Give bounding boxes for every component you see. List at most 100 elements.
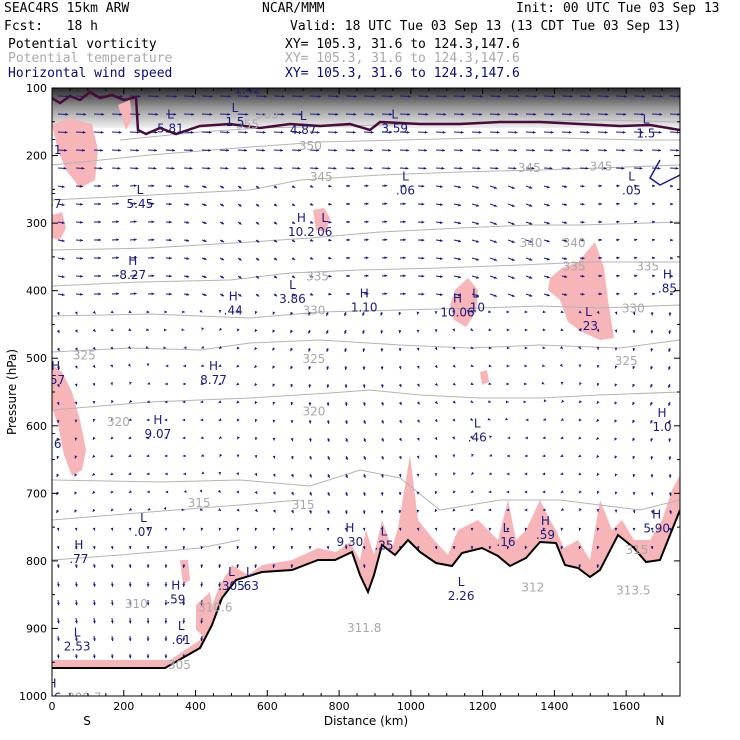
wind-vector xyxy=(56,455,60,460)
wind-vector xyxy=(651,256,656,260)
wind-vector xyxy=(470,471,475,476)
wind-vector xyxy=(416,545,420,550)
pv-extremum-type: L xyxy=(391,108,398,122)
wind-vector xyxy=(272,311,276,315)
wind-vector xyxy=(453,275,462,279)
wind-vector xyxy=(561,166,571,170)
wind-vector xyxy=(182,382,186,386)
wind-vector xyxy=(93,274,102,278)
wind-vector xyxy=(200,563,204,569)
pv-extremum-value: .46 xyxy=(468,430,487,444)
wind-vector xyxy=(308,545,312,550)
wind-vector xyxy=(165,220,172,224)
x-tick-label: 1200 xyxy=(469,700,497,713)
wind-vector xyxy=(579,148,589,152)
wind-vector xyxy=(74,365,78,369)
wind-vector xyxy=(633,112,645,116)
pv-extremum-type: L xyxy=(472,287,479,301)
wind-vector xyxy=(417,256,425,260)
wind-vector xyxy=(651,202,656,206)
pv-extremum-type: L xyxy=(402,170,409,184)
wind-vector xyxy=(579,112,591,116)
pv-extremum: L.25 xyxy=(374,524,393,552)
pv-extremum-value: .59 xyxy=(166,592,185,606)
wind-vector xyxy=(290,365,294,370)
wind-vector xyxy=(651,292,656,296)
wind-vector xyxy=(669,202,674,206)
wind-vector xyxy=(146,436,150,440)
pv-extremum: L.05 xyxy=(622,170,641,198)
wind-vector xyxy=(146,617,150,624)
wind-vector xyxy=(111,292,119,296)
wind-vector xyxy=(507,275,515,279)
wind-vector xyxy=(291,221,296,225)
wind-vector xyxy=(596,490,600,494)
wind-vector xyxy=(56,581,60,587)
wind-vector xyxy=(471,453,474,457)
wind-vector xyxy=(380,473,384,478)
wind-vector xyxy=(632,329,636,334)
wind-vector xyxy=(111,130,122,134)
wind-vector xyxy=(272,437,276,441)
wind-vector xyxy=(417,274,425,278)
wind-vector xyxy=(615,238,620,242)
wind-vector xyxy=(255,112,267,116)
wind-vector xyxy=(291,112,303,116)
wind-vector xyxy=(470,545,474,550)
wind-vector xyxy=(668,437,672,442)
wind-vector xyxy=(254,382,258,387)
wind-vector xyxy=(165,184,172,188)
wind-vector xyxy=(651,130,662,134)
wind-vector xyxy=(488,346,492,350)
wind-vector xyxy=(75,256,83,260)
wind-vector xyxy=(435,130,446,134)
wind-vector xyxy=(471,257,480,261)
wind-vector xyxy=(434,490,438,494)
y-tick-label: 100 xyxy=(26,82,47,95)
wind-vector xyxy=(326,401,330,406)
wind-vector xyxy=(129,220,137,224)
wind-vector xyxy=(399,184,406,188)
wind-vector xyxy=(524,346,528,350)
wind-vector xyxy=(362,491,366,497)
wind-vector xyxy=(596,545,600,550)
wind-vector xyxy=(381,166,391,170)
wind-vector xyxy=(543,185,550,189)
wind-vector xyxy=(146,599,150,606)
wind-vector xyxy=(453,185,462,189)
wind-vector xyxy=(219,293,225,297)
wind-vector xyxy=(488,400,492,403)
pv-extremum: L3.59 xyxy=(381,108,408,136)
wind-vector xyxy=(236,400,240,404)
pv-high-region xyxy=(196,592,214,638)
pv-high-region xyxy=(118,100,132,130)
wind-vector xyxy=(578,545,582,550)
wind-vector xyxy=(92,436,96,440)
pv-extremum-value: 8.77 xyxy=(200,373,227,387)
wind-vector xyxy=(183,202,190,206)
wind-vector xyxy=(56,527,60,531)
wind-vector xyxy=(381,220,388,224)
wind-vector xyxy=(182,563,186,568)
wind-vector xyxy=(579,220,585,224)
pv-extremum-value: 10.2 xyxy=(288,225,315,239)
wind-vector xyxy=(75,292,83,296)
wind-vector xyxy=(110,418,114,422)
wind-vector xyxy=(507,166,517,170)
y-tick-label: 500 xyxy=(26,352,47,365)
pv-extremum: L2.26 xyxy=(448,575,475,603)
wind-vector xyxy=(182,310,185,314)
wind-vector xyxy=(183,112,195,116)
wind-vector xyxy=(507,148,517,152)
wind-vector xyxy=(291,203,296,207)
wind-vector xyxy=(596,418,600,423)
wind-vector xyxy=(344,383,348,389)
theta-contour-label: 330 xyxy=(303,303,326,317)
wind-vector xyxy=(417,166,427,170)
wind-vector xyxy=(578,454,582,458)
wind-vector xyxy=(362,545,366,550)
wind-vector xyxy=(272,509,276,513)
wind-vector xyxy=(290,311,294,316)
wind-vector xyxy=(290,383,294,388)
wind-vector xyxy=(183,346,187,350)
